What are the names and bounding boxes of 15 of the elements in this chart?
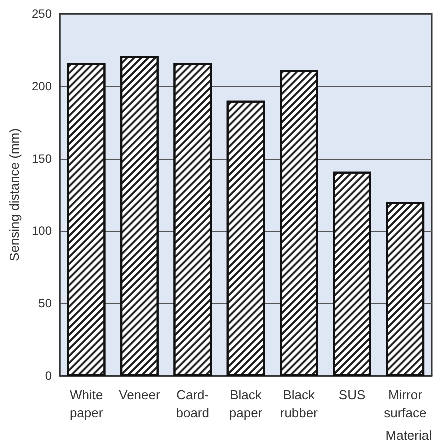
- x-axis-title: Material: [386, 428, 432, 443]
- x-tick-label: Mirror surface: [384, 388, 427, 420]
- y-tick-label: 50: [38, 296, 52, 311]
- x-tick-label: Black rubber: [280, 388, 319, 420]
- x-tick-label: Card- board: [176, 388, 210, 420]
- x-tick-label: Black paper: [229, 388, 264, 420]
- y-tick-label: 0: [45, 369, 52, 383]
- y-axis-title: Sensing distance (mm): [7, 128, 22, 262]
- y-tick-label: 200: [32, 79, 52, 94]
- x-tick-label: White paper: [70, 388, 104, 420]
- x-tick-label: SUS: [338, 388, 366, 402]
- y-tick-label: 150: [32, 152, 52, 166]
- y-tick-label: 100: [32, 224, 52, 238]
- y-tick-label: 250: [32, 7, 52, 21]
- x-tick-label: Veneer: [119, 388, 161, 402]
